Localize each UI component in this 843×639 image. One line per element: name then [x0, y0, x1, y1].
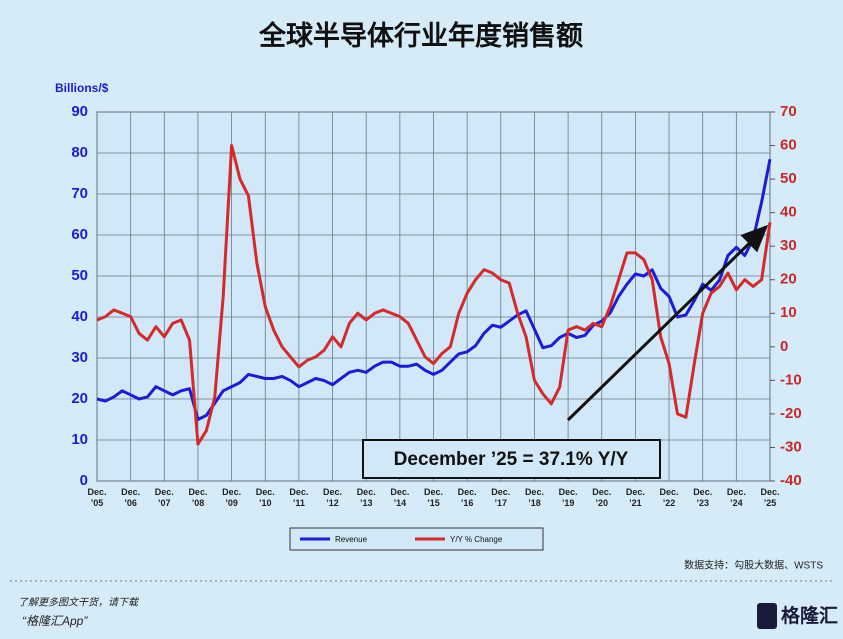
x-tick-label: Dec. ’14 — [390, 487, 409, 508]
y2-tick-label: 30 — [780, 237, 797, 254]
x-tick-label: Dec. ’23 — [693, 487, 712, 508]
legend-label: Revenue — [335, 535, 368, 544]
x-tick-label: Dec. ’06 — [121, 487, 140, 508]
chart-title: 全球半导体行业年度销售额 — [258, 20, 583, 51]
x-tick-label: Dec. ’17 — [491, 487, 510, 508]
series-line — [96, 158, 772, 421]
promo-app: “格隆汇App” — [22, 614, 88, 628]
y2-tick-label: -30 — [780, 438, 802, 455]
x-tick-label: Dec. ’08 — [188, 487, 207, 508]
x-tick-label: Dec. ’15 — [424, 487, 443, 508]
y2-tick-label: 10 — [780, 304, 797, 321]
annotation-box — [362, 439, 661, 479]
y-tick-label: 0 — [80, 472, 88, 489]
x-tick-label: Dec. ’20 — [592, 487, 611, 508]
y2-tick-label: -10 — [780, 371, 802, 388]
x-tick-label: Dec. ’18 — [525, 487, 544, 508]
lines — [96, 144, 772, 446]
y2-tick-label: 60 — [780, 137, 797, 154]
x-tick-label: Dec. ’10 — [256, 487, 275, 508]
x-tick-label: Dec. ’11 — [289, 487, 308, 508]
y-tick-label: 50 — [71, 267, 88, 284]
y-tick-label: 70 — [71, 185, 88, 202]
x-tick-label: Dec. ’05 — [87, 487, 106, 508]
source: 数据支持：勾股大数据、WSTS — [684, 559, 823, 572]
y-tick-label: 80 — [71, 144, 88, 161]
y2-tick-label: 70 — [780, 103, 797, 120]
y2-tick-label: 50 — [780, 170, 797, 187]
y2-tick-label: -40 — [780, 472, 802, 489]
series-line — [96, 144, 772, 446]
annotation: December ’25 = 37.1% Y/Y — [394, 449, 629, 470]
legend-label: Y/Y % Change — [450, 535, 503, 544]
x-tick-label: Dec. ’21 — [626, 487, 645, 508]
x-tick-label: Dec. ’24 — [727, 487, 746, 508]
y-tick-label: 30 — [71, 349, 88, 366]
legend: Revenue Y/Y % Change — [300, 535, 503, 544]
y-tick-label: 40 — [71, 308, 88, 325]
x-tick-label: Dec. ’09 — [222, 487, 241, 508]
y2-tick-label: 0 — [780, 338, 788, 355]
y-tick-label: 10 — [71, 431, 88, 448]
trend-arrow — [566, 224, 769, 422]
y-tick-label: 90 — [71, 103, 88, 120]
x-tick-label: Dec. ’13 — [357, 487, 376, 508]
y2-tick-label: 20 — [780, 271, 797, 288]
logo: 格隆汇 — [781, 604, 838, 627]
y2-tick-label: 40 — [780, 204, 797, 221]
logo-icon — [757, 603, 777, 629]
x-tick-label: Dec. ’19 — [559, 487, 578, 508]
y2-tick-label: -20 — [780, 405, 802, 422]
x-tick-label: Dec. ’25 — [760, 487, 779, 508]
grid — [96, 111, 771, 482]
x-tick-label: Dec. ’07 — [155, 487, 174, 508]
promo-text: 了解更多图文干货，请下载 — [18, 597, 140, 609]
x-tick-label: Dec. ’12 — [323, 487, 342, 508]
y-tick-label: 60 — [71, 226, 88, 243]
x-tick-label: Dec. ’22 — [660, 487, 679, 508]
y-tick-label: 20 — [71, 390, 88, 407]
x-tick-label: Dec. ’16 — [458, 487, 477, 508]
y-axis-title: Billions/$ — [55, 81, 109, 95]
